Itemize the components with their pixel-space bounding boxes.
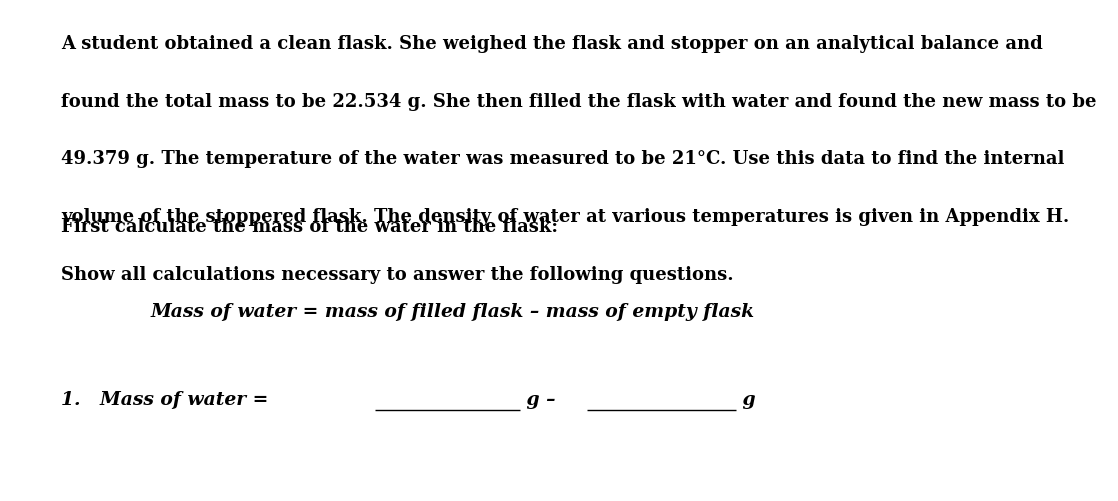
Text: volume of the stoppered flask. The density of water at various temperatures is g: volume of the stoppered flask. The densi… <box>61 208 1070 226</box>
Text: Mass of water = mass of filled flask – mass of empty flask: Mass of water = mass of filled flask – m… <box>151 303 755 321</box>
Text: g: g <box>736 391 756 409</box>
Text: A student obtained a clean flask. She weighed the flask and stopper on an analyt: A student obtained a clean flask. She we… <box>61 35 1043 53</box>
Text: found the total mass to be 22.534 g. She then filled the flask with water and fo: found the total mass to be 22.534 g. She… <box>61 93 1097 111</box>
Text: 49.379 g. The temperature of the water was measured to be 21°C. Use this data to: 49.379 g. The temperature of the water w… <box>61 150 1064 168</box>
Text: 1.   Mass of water =: 1. Mass of water = <box>61 391 275 409</box>
Text: First calculate the mass of the water in the flask:: First calculate the mass of the water in… <box>61 218 559 236</box>
Text: g –: g – <box>520 391 556 409</box>
Text: Show all calculations necessary to answer the following questions.: Show all calculations necessary to answe… <box>61 266 735 284</box>
